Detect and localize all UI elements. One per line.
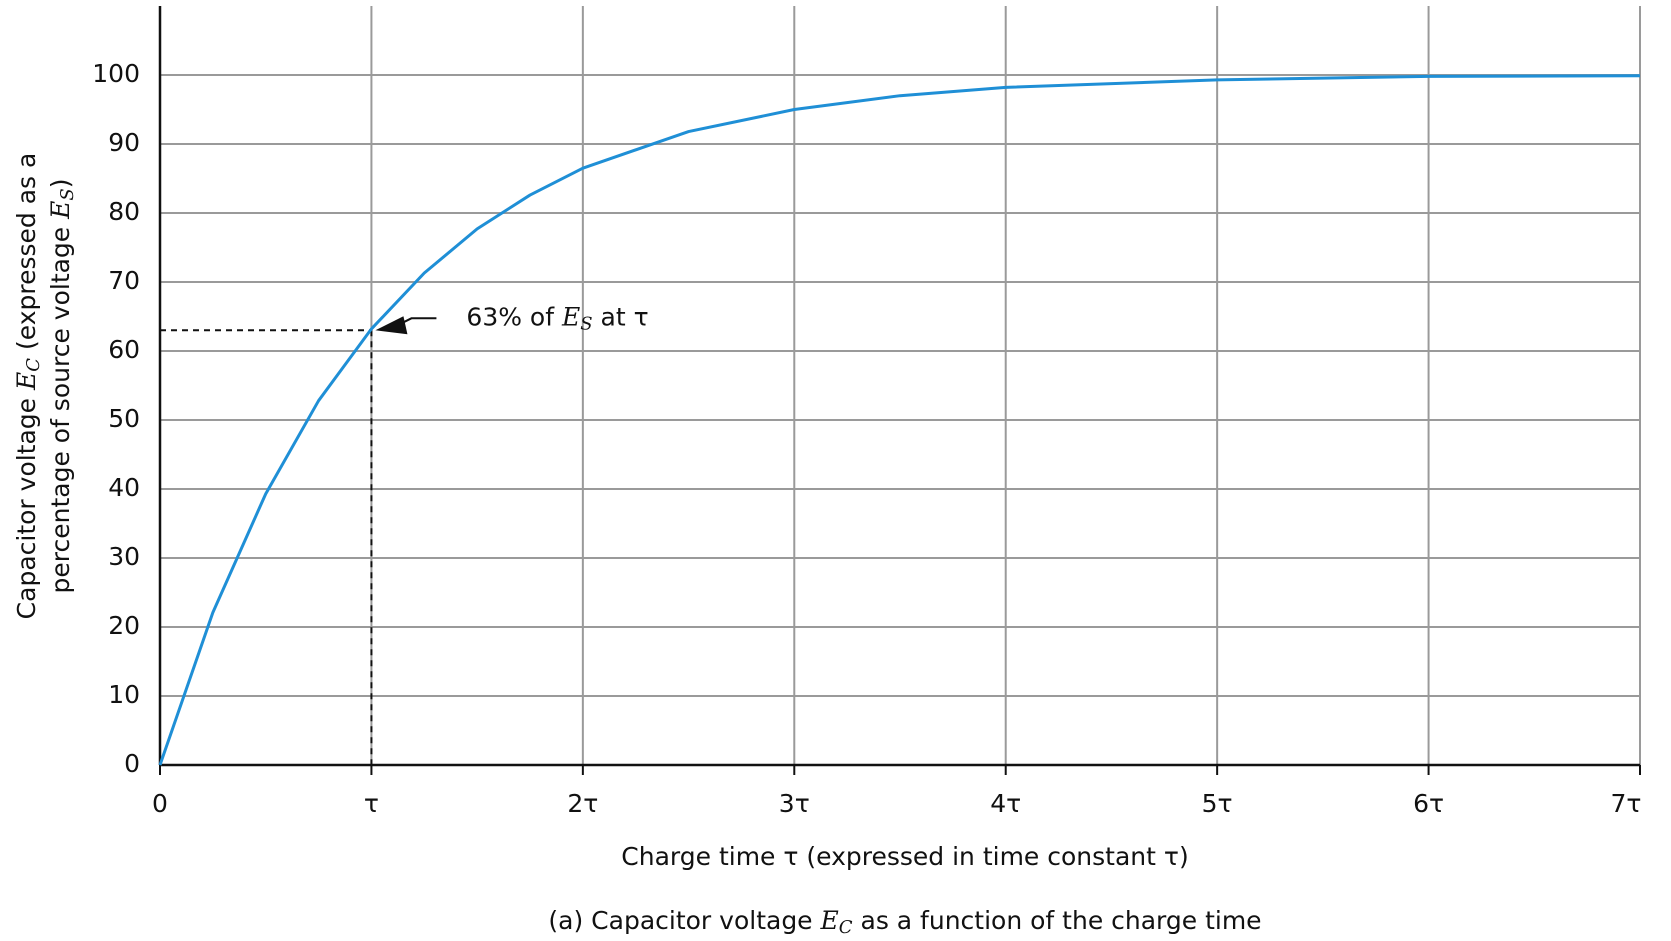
caption: (a) Capacitor voltage EC as a function o…	[548, 906, 1261, 939]
y-title-part: Capacitor voltage	[12, 390, 41, 619]
annotation-part: 63% of	[466, 302, 562, 331]
y-title-line: Capacitor voltage EC (expressed as a	[12, 153, 45, 620]
y-title-part: C	[23, 358, 44, 372]
x-tick-label: 6τ	[1413, 789, 1444, 818]
annotation-part: E	[561, 302, 580, 331]
caption-part: as a function of the charge time	[853, 906, 1262, 935]
y-tick-label: 40	[108, 473, 140, 502]
annotation-arrowhead	[375, 316, 408, 335]
caption-part: (a) Capacitor voltage	[548, 906, 820, 935]
y-title-part: )	[46, 179, 75, 189]
x-tick-label: 2τ	[567, 789, 598, 818]
y-axis-title: Capacitor voltage EC (expressed as a per…	[12, 153, 79, 620]
x-tick-label: 4τ	[990, 789, 1021, 818]
x-tick-label: 0	[152, 789, 168, 818]
y-tick-label: 100	[92, 59, 140, 88]
y-title-part: E	[12, 372, 41, 391]
data-line	[158, 74, 1641, 766]
caption-part: E	[820, 906, 839, 935]
y-title-part: S	[57, 188, 78, 200]
y-tick-label: 10	[108, 680, 140, 709]
y-tick-label: 70	[108, 266, 140, 295]
y-tick-label: 0	[124, 749, 140, 778]
x-tick-label: 5τ	[1202, 789, 1233, 818]
y-tick-label: 60	[108, 335, 140, 364]
y-title-part: percentage of source voltage	[46, 219, 75, 594]
y-tick-label: 90	[108, 128, 140, 157]
y-tick-label: 50	[108, 404, 140, 433]
x-axis-title: Charge time τ (expressed in time constan…	[621, 842, 1188, 871]
x-tick-label: τ	[364, 789, 379, 818]
y-tick-label: 20	[108, 611, 140, 640]
annotation-part: at τ	[593, 302, 649, 331]
x-tick-label: 7τ	[1611, 789, 1642, 818]
annotation-text: 63% of ES at τ	[466, 302, 648, 335]
y-title-part: E	[46, 201, 75, 220]
y-tick-label: 80	[108, 197, 140, 226]
y-title-line: percentage of source voltage ES)	[46, 179, 79, 594]
annotation-part: S	[580, 313, 592, 334]
y-title-part: (expressed as a	[12, 153, 41, 358]
y-tick-label: 30	[108, 542, 140, 571]
x-tick-label: 3τ	[779, 789, 810, 818]
caption-part: C	[839, 917, 853, 938]
